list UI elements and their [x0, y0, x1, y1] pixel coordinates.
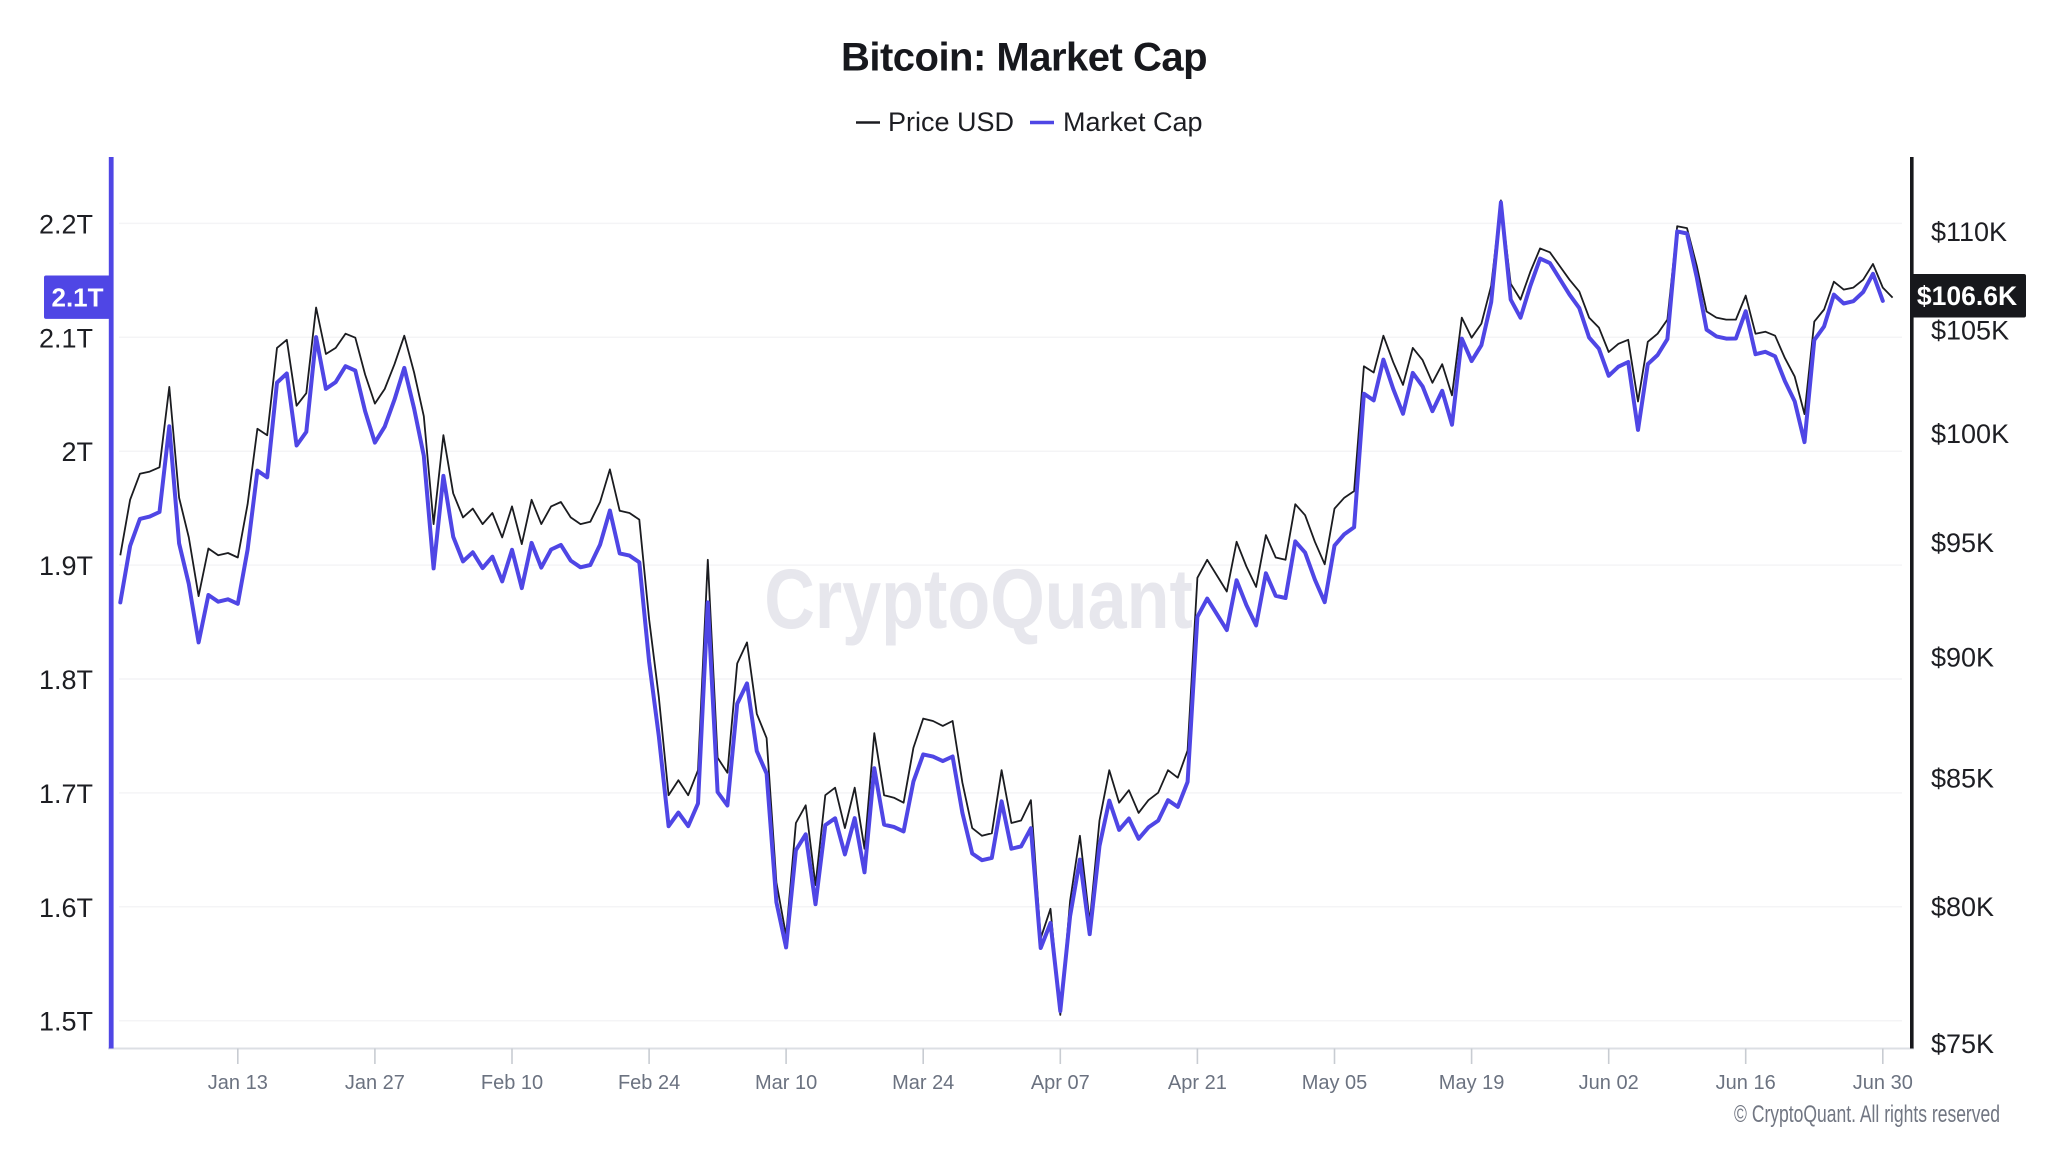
svg-text:$90K: $90K	[1931, 643, 1994, 673]
svg-text:1.6T: 1.6T	[39, 893, 93, 923]
svg-text:May 19: May 19	[1439, 1072, 1505, 1094]
svg-text:Jan 13: Jan 13	[208, 1072, 268, 1094]
svg-text:2.2T: 2.2T	[39, 209, 93, 239]
svg-text:Mar 24: Mar 24	[892, 1072, 954, 1094]
svg-text:$106.6K: $106.6K	[1917, 281, 2017, 311]
svg-text:CryptoQuant: CryptoQuant	[764, 553, 1193, 646]
svg-text:Market Cap: Market Cap	[1063, 107, 1203, 137]
svg-text:Price USD: Price USD	[888, 107, 1014, 137]
svg-text:2.1T: 2.1T	[39, 323, 93, 353]
svg-text:Jun 30: Jun 30	[1853, 1072, 1913, 1094]
svg-text:$75K: $75K	[1931, 1029, 1994, 1059]
svg-text:Apr 07: Apr 07	[1031, 1072, 1090, 1094]
svg-text:Jan 27: Jan 27	[345, 1072, 405, 1094]
svg-text:2.1T: 2.1T	[51, 283, 103, 313]
svg-text:2T: 2T	[61, 437, 93, 467]
svg-text:Mar 10: Mar 10	[755, 1072, 817, 1094]
svg-text:Feb 24: Feb 24	[618, 1072, 680, 1094]
svg-text:1.8T: 1.8T	[39, 665, 93, 695]
svg-text:$80K: $80K	[1931, 892, 1994, 922]
svg-text:1.7T: 1.7T	[39, 779, 93, 809]
svg-text:Feb 10: Feb 10	[481, 1072, 543, 1094]
svg-text:© CryptoQuant. All rights rese: © CryptoQuant. All rights reserved	[1734, 1101, 2000, 1127]
svg-text:1.9T: 1.9T	[39, 551, 93, 581]
svg-text:$105K: $105K	[1931, 316, 2009, 346]
svg-text:$110K: $110K	[1931, 217, 2007, 247]
svg-text:$95K: $95K	[1931, 528, 1994, 558]
svg-text:$100K: $100K	[1931, 419, 2009, 449]
svg-text:Jun 02: Jun 02	[1579, 1072, 1639, 1094]
svg-text:Apr 21: Apr 21	[1168, 1072, 1227, 1094]
svg-text:May 05: May 05	[1302, 1072, 1368, 1094]
svg-text:$85K: $85K	[1931, 764, 1994, 794]
svg-text:Jun 16: Jun 16	[1716, 1072, 1776, 1094]
svg-text:1.5T: 1.5T	[39, 1007, 93, 1037]
svg-text:Bitcoin: Market Cap: Bitcoin: Market Cap	[841, 36, 1207, 80]
